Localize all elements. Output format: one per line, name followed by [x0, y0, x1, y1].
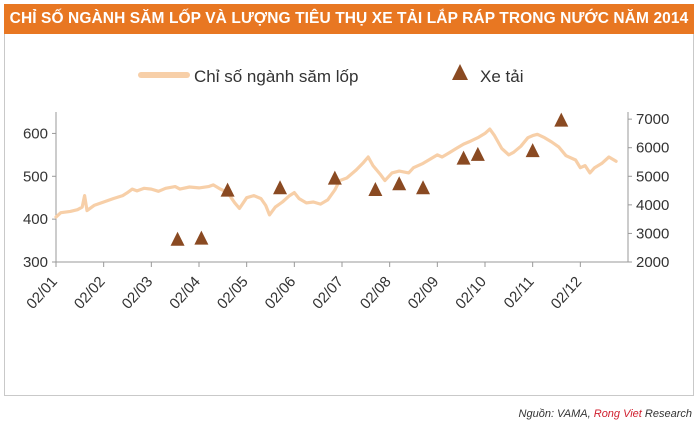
x-tick-label: 02/07 — [309, 273, 347, 312]
truck-marker — [416, 180, 431, 195]
left-axis-ticks: 300 400 500 600 — [23, 125, 56, 271]
x-tick-label: 02/06 — [262, 273, 300, 312]
legend: Chỉ số ngành săm lốp Xe tải — [138, 64, 523, 86]
series-truck-markers — [170, 112, 569, 246]
right-tick-label: 6000 — [636, 140, 669, 157]
chart-title: CHỈ SỐ NGÀNH SĂM LỐP VÀ LƯỢNG TIÊU THỤ X… — [4, 4, 694, 34]
left-tick-label: 500 — [23, 168, 48, 185]
left-tick-label: 600 — [23, 125, 48, 142]
truck-marker — [470, 146, 485, 161]
x-tick-label: 02/10 — [452, 273, 490, 312]
right-tick-label: 3000 — [636, 225, 669, 242]
source-brand: Rong Viet — [593, 408, 642, 420]
truck-marker — [554, 112, 569, 127]
source-suffix: Research — [641, 408, 692, 420]
right-tick-label: 2000 — [636, 254, 669, 271]
index-line-path — [54, 127, 618, 219]
left-tick-label: 400 — [23, 211, 48, 228]
axes — [55, 112, 629, 263]
chart-canvas: Chỉ số ngành săm lốp Xe tải 300 400 500 600… — [23, 64, 669, 313]
x-tick-label: 02/05 — [214, 273, 252, 312]
truck-marker — [194, 230, 209, 245]
truck-marker — [170, 231, 185, 246]
truck-marker — [368, 182, 383, 196]
truck-marker — [220, 182, 235, 197]
truck-marker — [392, 176, 407, 191]
truck-marker — [273, 180, 288, 195]
x-tick-label: 02/02 — [71, 273, 109, 312]
x-tick-label: 02/09 — [405, 273, 443, 312]
x-tick-label: 02/08 — [357, 273, 395, 312]
x-tick-label: 02/03 — [119, 273, 157, 312]
chart-frame — [4, 4, 694, 396]
x-tick-label: 02/12 — [548, 273, 586, 312]
right-tick-label: 5000 — [636, 168, 669, 185]
right-tick-label: 4000 — [636, 197, 669, 214]
truck-marker — [327, 170, 342, 185]
legend-label-trucks: Xe tải — [480, 67, 523, 86]
x-tick-label: 02/11 — [501, 273, 538, 311]
left-tick-label: 300 — [23, 254, 48, 271]
truck-marker — [456, 150, 471, 165]
truck-marker — [525, 143, 540, 158]
x-tick-label: 02/01 — [23, 273, 61, 312]
source-note: Nguồn: VAMA, Rong Viet Research — [519, 408, 692, 420]
source-prefix: Nguồn: VAMA, — [518, 408, 594, 420]
legend-marker-swatch — [452, 64, 468, 80]
right-axis-ticks: 2000 3000 4000 5000 6000 7000 — [628, 111, 669, 271]
right-tick-label: 7000 — [636, 111, 669, 128]
legend-label-index: Chỉ số ngành săm lốp — [194, 67, 358, 86]
series-index-line — [54, 127, 618, 219]
x-axis-ticks: 02/01 02/02 02/03 02/04 02/05 02/06 02/07 02/08… — [23, 262, 585, 313]
x-tick-label: 02/04 — [166, 273, 204, 312]
